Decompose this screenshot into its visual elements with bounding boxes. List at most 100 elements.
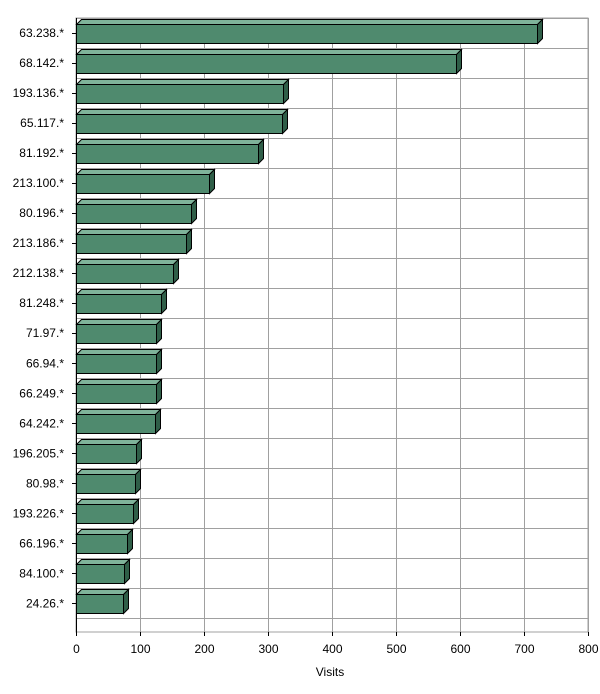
- category-labels: 63.238.* 68.142.* 193.136.* 65.117.* 81.192.…: [13, 26, 65, 610]
- bar: [75, 198, 198, 225]
- category-label: 213.100.*: [13, 176, 65, 190]
- bar-front-face: [76, 84, 284, 104]
- bar-side-face: [135, 468, 141, 495]
- bar-front-face: [76, 504, 134, 524]
- bar-side-face: [282, 108, 288, 135]
- bar-top-face: [75, 529, 134, 535]
- bar-side-face: [456, 48, 462, 75]
- bar-front-face: [76, 54, 457, 74]
- bar-top-face: [75, 349, 163, 355]
- bar-front-face: [76, 204, 192, 224]
- bar-top-face: [75, 469, 142, 475]
- bar-front-face: [76, 174, 210, 194]
- bar-front-face: [76, 324, 157, 344]
- bar-top-face: [75, 289, 168, 295]
- bar-top-face: [75, 409, 162, 415]
- bar-top-face: [75, 169, 216, 175]
- bar-front-face: [76, 264, 174, 284]
- bar-top-face: [75, 439, 143, 445]
- category-label: 81.248.*: [19, 296, 64, 310]
- x-tick-label: 200: [194, 642, 214, 656]
- category-label: 66.196.*: [19, 536, 64, 550]
- bar-front-face: [76, 114, 283, 134]
- bar: [75, 138, 265, 165]
- category-label: 80.98.*: [26, 476, 64, 490]
- bar: [75, 498, 140, 525]
- bar-front-face: [76, 354, 157, 374]
- bar-top-face: [75, 19, 544, 25]
- x-tick-label: 0: [73, 642, 80, 656]
- bar-side-face: [209, 168, 215, 195]
- bars: [75, 18, 544, 615]
- x-tick-label: 300: [258, 642, 278, 656]
- bar-front-face: [76, 384, 157, 404]
- x-tick-label: 800: [578, 642, 598, 656]
- bar: [75, 228, 193, 255]
- bar-side-face: [186, 228, 192, 255]
- bar: [75, 378, 163, 405]
- bar: [75, 108, 289, 135]
- bar: [75, 318, 163, 345]
- x-tick-label: 700: [514, 642, 534, 656]
- category-label: 63.238.*: [19, 26, 64, 40]
- x-tick-label: 600: [450, 642, 470, 656]
- bar-top-face: [75, 229, 193, 235]
- bar-top-face: [75, 109, 289, 115]
- category-label: 84.100.*: [19, 566, 64, 580]
- category-label: 193.226.*: [13, 506, 65, 520]
- category-label: 80.196.*: [19, 206, 64, 220]
- x-tick-label: 100: [130, 642, 150, 656]
- bar-side-face: [123, 588, 129, 615]
- bar-top-face: [75, 379, 163, 385]
- bar-side-face: [156, 318, 162, 345]
- bar-front-face: [76, 534, 128, 554]
- x-tick-label: 500: [386, 642, 406, 656]
- bar-top-face: [75, 79, 290, 85]
- bar-top-face: [75, 199, 198, 205]
- bar: [75, 48, 463, 75]
- bar: [75, 558, 131, 585]
- category-label: 81.192.*: [19, 146, 64, 160]
- bar-side-face: [161, 288, 167, 315]
- bar-top-face: [75, 319, 163, 325]
- bar-front-face: [76, 474, 136, 494]
- bar: [75, 588, 130, 615]
- bar-front-face: [76, 594, 124, 614]
- category-label: 71.97.*: [26, 326, 64, 340]
- bar: [75, 528, 134, 555]
- bar: [75, 468, 142, 495]
- category-label: 64.242.*: [19, 416, 64, 430]
- category-label: 66.94.*: [26, 356, 64, 370]
- bar-top-face: [75, 259, 180, 265]
- category-label: 193.136.*: [13, 86, 65, 100]
- bar-front-face: [76, 414, 156, 434]
- bar: [75, 18, 544, 45]
- category-label: 65.117.*: [20, 116, 64, 130]
- bar-top-face: [75, 49, 463, 55]
- bar-side-face: [173, 258, 179, 285]
- x-axis-title: Visits: [316, 665, 344, 679]
- bar-side-face: [156, 378, 162, 405]
- x-tick-label: 400: [322, 642, 342, 656]
- category-label: 68.142.*: [19, 56, 64, 70]
- axes: 0 100 200 300 400 500 600 700 800: [72, 18, 599, 656]
- bar-side-face: [127, 528, 133, 555]
- bar-front-face: [76, 444, 137, 464]
- bar-top-face: [75, 589, 130, 595]
- bar: [75, 168, 216, 195]
- bar: [75, 438, 143, 465]
- bar-side-face: [191, 198, 197, 225]
- bar-top-face: [75, 139, 265, 145]
- bar-front-face: [76, 234, 187, 254]
- category-label: 196.205.*: [13, 446, 65, 460]
- bar-top-face: [75, 499, 140, 505]
- bar-front-face: [76, 294, 162, 314]
- bar: [75, 348, 163, 375]
- bar-side-face: [136, 438, 142, 465]
- bar-side-face: [258, 138, 264, 165]
- bar-side-face: [283, 78, 289, 105]
- bar-front-face: [76, 24, 538, 44]
- bar: [75, 288, 168, 315]
- bar-side-face: [155, 408, 161, 435]
